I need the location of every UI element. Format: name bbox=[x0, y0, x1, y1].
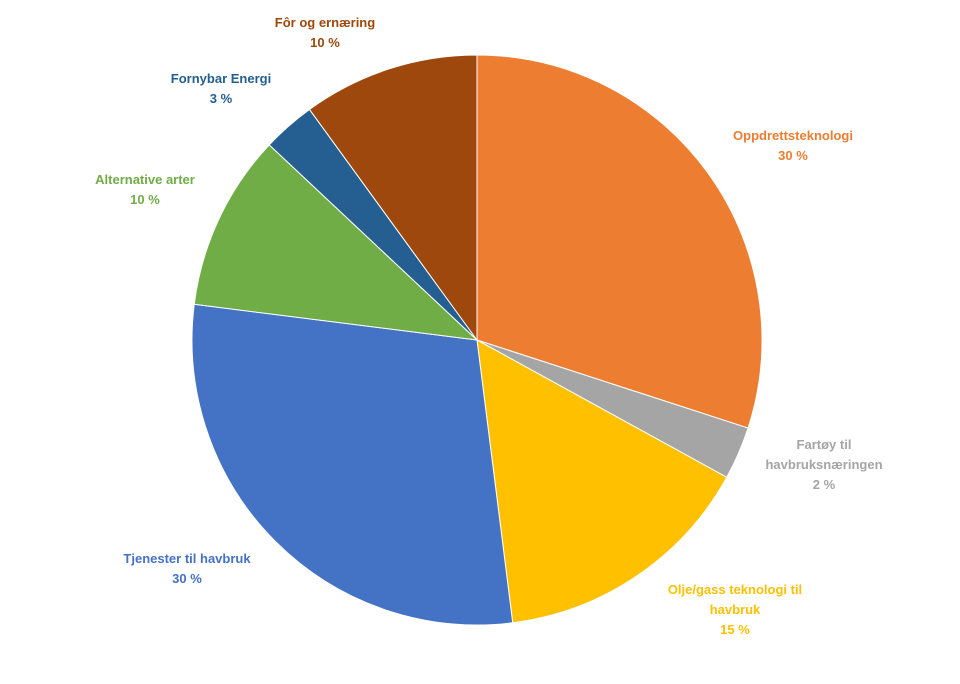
slice-label: Fôr og ernæring 10 % bbox=[275, 15, 375, 50]
slice-label-name: Fôr og ernæring bbox=[275, 15, 375, 30]
slice-label-percent: 15 % bbox=[720, 622, 750, 637]
slice-label-percent: 3 % bbox=[210, 91, 233, 106]
slice-label: Tjenester til havbruk 30 % bbox=[123, 551, 251, 586]
slice-label-percent: 30 % bbox=[172, 571, 202, 586]
slice-label: Oppdrettsteknologi 30 % bbox=[733, 128, 853, 163]
slice-label-percent: 30 % bbox=[778, 148, 808, 163]
pie-slice bbox=[476, 54, 763, 429]
slice-label-percent: 2 % bbox=[813, 477, 836, 492]
slice-label-name: Alternative arter bbox=[95, 172, 195, 187]
slice-label: Olje/gass teknologi til havbruk 15 % bbox=[668, 582, 802, 637]
slice-label-name: Fornybar Energi bbox=[171, 71, 271, 86]
slice-label-name: Tjenester til havbruk bbox=[123, 551, 251, 566]
slice-label-name: Olje/gass teknologi til bbox=[668, 582, 802, 597]
slice-label-name: Oppdrettsteknologi bbox=[733, 128, 853, 143]
pie-slice bbox=[191, 303, 514, 626]
slice-label-percent: 10 % bbox=[130, 192, 160, 207]
pie-slice bbox=[193, 144, 479, 341]
slice-label-percent: 10 % bbox=[310, 35, 340, 50]
slice-label-name: havbruksnæringen bbox=[765, 457, 882, 472]
slice-label-name: havbruk bbox=[710, 602, 761, 617]
slice-label: Fornybar Energi 3 % bbox=[171, 71, 271, 106]
slice-label: Alternative arter 10 % bbox=[95, 172, 195, 207]
pie-slice bbox=[308, 54, 478, 342]
pie-slice bbox=[476, 339, 728, 624]
slice-label: Fartøy til havbruksnæringen 2 % bbox=[765, 437, 882, 492]
slice-label-name: Fartøy til bbox=[797, 437, 852, 452]
